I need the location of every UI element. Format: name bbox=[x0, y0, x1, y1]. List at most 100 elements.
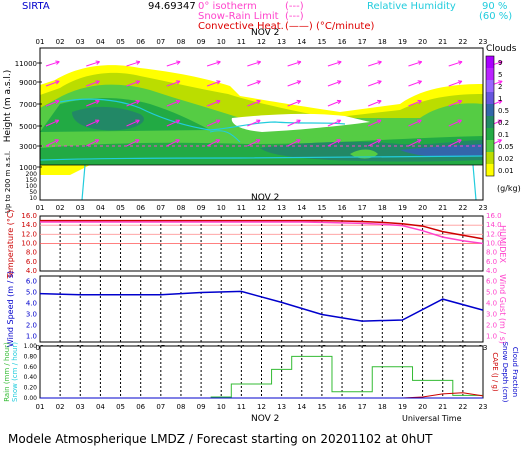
humidity-isoline-vert2 bbox=[472, 165, 477, 200]
temperature-line bbox=[40, 219, 484, 240]
wind-arrow bbox=[247, 119, 261, 127]
mid-hour-label: 19 bbox=[398, 204, 407, 212]
wind-arrow bbox=[408, 99, 422, 107]
wind-arrow bbox=[368, 60, 382, 67]
mid-hour-label: 10 bbox=[217, 204, 226, 212]
wind-arrow bbox=[448, 80, 463, 87]
cloud-panel bbox=[39, 47, 503, 201]
wind-arrow bbox=[287, 99, 301, 107]
wind-arrow bbox=[247, 99, 261, 107]
bottom-hour-label: 07 bbox=[156, 403, 165, 411]
temp-ytick-label: 4.0 bbox=[26, 267, 37, 275]
mid-hour-label: 06 bbox=[136, 204, 145, 212]
wind-arrow bbox=[327, 60, 342, 67]
mid-hour-label: 08 bbox=[176, 204, 185, 212]
top-hour-label: 10 bbox=[217, 38, 226, 46]
mid-hour-label: 23 bbox=[479, 204, 488, 212]
mid-hour-label: 21 bbox=[438, 204, 447, 212]
top-hour-label: 07 bbox=[156, 38, 165, 46]
mid-hour-label: 05 bbox=[116, 204, 125, 212]
temp-ytick-label: 14.0 bbox=[21, 221, 37, 229]
colorbar-segment bbox=[486, 92, 494, 104]
wind-arrow bbox=[166, 80, 181, 87]
cloud-contour-low4 bbox=[400, 144, 483, 158]
colorbar-segment bbox=[486, 80, 494, 92]
date-label-top: NOV 2 bbox=[251, 28, 279, 38]
wind-ytick-label: 4.0 bbox=[26, 300, 37, 308]
mid-hour-label: 22 bbox=[458, 204, 467, 212]
cloud-ytick-label: 5000 bbox=[19, 123, 37, 131]
top-hour-label: 08 bbox=[176, 38, 185, 46]
wind-arrow bbox=[368, 80, 382, 87]
hours-mid: 01 02 03 04 05 06 07 08 09 10 11 12 13 14 15 16 17 18 19 20… bbox=[36, 204, 488, 212]
wind-arrow bbox=[448, 119, 462, 127]
top-hour-label: 06 bbox=[136, 38, 145, 46]
bottom-hour-label: 19 bbox=[398, 403, 407, 411]
wind-ytick-label: 6.0 bbox=[26, 278, 37, 286]
colorbar-segment bbox=[486, 56, 494, 68]
cloud-ytick-label: 3000 bbox=[19, 143, 37, 151]
wind-arrow bbox=[45, 80, 60, 87]
bottom-hour-label: 15 bbox=[317, 403, 326, 411]
gust-ytick-label: 5.0 bbox=[486, 289, 497, 297]
wind-arrow bbox=[86, 119, 100, 127]
colorbar-tick-label: 0.1 bbox=[498, 131, 509, 139]
gust-ytick-label: 6.0 bbox=[486, 278, 497, 286]
humidex-ytick-label: 8.0 bbox=[486, 249, 497, 257]
wind-arrow bbox=[327, 80, 342, 87]
bottom-hour-label: 23 bbox=[479, 403, 488, 411]
bottom-hour-label: 21 bbox=[438, 403, 447, 411]
humidex-ytick-label: 10.0 bbox=[486, 240, 502, 248]
wind-arrow bbox=[86, 99, 100, 107]
bottom-hour-label: 16 bbox=[338, 403, 347, 411]
legend-snowrain-sample: (---) bbox=[285, 11, 304, 22]
mid-hour-label: 11 bbox=[237, 204, 246, 212]
wind-arrow bbox=[206, 119, 221, 127]
humidex-ytick-label: 12.0 bbox=[486, 230, 502, 238]
colorbar-unit: (g/kg) bbox=[497, 184, 521, 193]
colorbar-tick-label: 0.02 bbox=[498, 155, 514, 163]
bottom-hour-label: 18 bbox=[378, 403, 387, 411]
rain-panel: 1.00 0.80 0.60 0.40 0.20 0.00 bbox=[24, 343, 484, 402]
wind-arrow bbox=[408, 80, 422, 87]
bottom-hour-label: 06 bbox=[136, 403, 145, 411]
legend-convective-sample: (——) (°C/minute) bbox=[285, 21, 375, 32]
legend-isotherm-sample: (---) bbox=[285, 1, 304, 12]
wind-arrow bbox=[287, 119, 301, 127]
wind-arrow bbox=[327, 99, 342, 107]
mid-hour-label: 01 bbox=[36, 204, 45, 212]
cloud-contour-low5 bbox=[350, 149, 378, 159]
cloud-ytick-label: 11000 bbox=[15, 60, 37, 68]
top-hour-label: 05 bbox=[116, 38, 125, 46]
temp-ytick-label: 10.0 bbox=[21, 240, 37, 248]
cape-ylabel: CAPE (J / g) bbox=[491, 352, 499, 392]
wind-arrow bbox=[287, 139, 301, 147]
mid-hour-label: 12 bbox=[257, 204, 266, 212]
bottom-hour-label: 04 bbox=[96, 403, 105, 411]
rain-ytick-label: 0.40 bbox=[24, 374, 38, 381]
wind-arrow bbox=[45, 60, 60, 67]
cloud-contour-lowest bbox=[40, 165, 90, 175]
wind-arrow bbox=[166, 119, 180, 127]
bottom-hour-label: 08 bbox=[176, 403, 185, 411]
temp-ytick-label: 16.0 bbox=[21, 212, 37, 220]
top-hour-label: 16 bbox=[338, 38, 347, 46]
bottom-hour-label: 09 bbox=[197, 403, 206, 411]
colorbar-tick-label: 0.01 bbox=[498, 167, 514, 175]
mid-hour-label: 09 bbox=[197, 204, 206, 212]
mid-hour-label: 02 bbox=[56, 204, 65, 212]
wind-arrow bbox=[408, 60, 423, 67]
bottom-hour-label: 12 bbox=[257, 403, 266, 411]
top-hour-label: 14 bbox=[297, 38, 306, 46]
colorbar-tick-label: 0.05 bbox=[498, 143, 514, 151]
wind-panel: 6.0 6.0 5.0 5.0 4.0 4.0 3.0 3.0 2.0 2.0 1.0 1.0 bbox=[26, 275, 497, 343]
top-hour-label: 02 bbox=[56, 38, 65, 46]
top-hour-label: 09 bbox=[197, 38, 206, 46]
mid-hour-label: 20 bbox=[418, 204, 427, 212]
humidex-ytick-label: 16.0 bbox=[486, 212, 502, 220]
rain-ytick-label: 0.20 bbox=[24, 385, 38, 392]
wind-arrow bbox=[126, 99, 140, 107]
legend-snowrain-label: Snow-Rain Limit bbox=[198, 11, 279, 22]
forecast-footer: Modele Atmospherique LMDZ / Forecast sta… bbox=[8, 432, 433, 446]
